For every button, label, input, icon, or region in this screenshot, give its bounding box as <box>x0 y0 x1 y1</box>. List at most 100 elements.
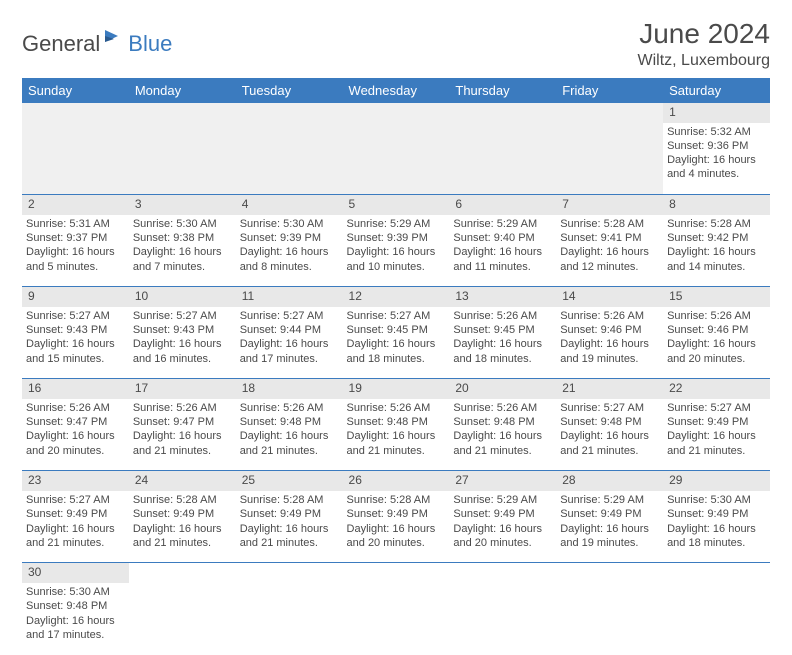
day-number: 30 <box>28 565 41 579</box>
day-cell: Sunrise: 5:29 AMSunset: 9:49 PMDaylight:… <box>449 491 556 563</box>
sunrise-text: Sunrise: 5:28 AM <box>347 493 446 507</box>
day-cell: Sunrise: 5:26 AMSunset: 9:48 PMDaylight:… <box>449 399 556 471</box>
day-cell: Sunrise: 5:27 AMSunset: 9:49 PMDaylight:… <box>663 399 770 471</box>
sunrise-text: Sunrise: 5:30 AM <box>240 217 339 231</box>
daylight-text: Daylight: 16 hours and 7 minutes. <box>133 245 232 274</box>
sunset-text: Sunset: 9:49 PM <box>667 507 766 521</box>
day-number: 28 <box>562 473 575 487</box>
daynum-cell: 7 <box>556 195 663 215</box>
daynum-cell: 27 <box>449 471 556 491</box>
day-number: 20 <box>455 381 468 395</box>
sunset-text: Sunset: 9:49 PM <box>560 507 659 521</box>
day-cell: Sunrise: 5:30 AMSunset: 9:48 PMDaylight:… <box>22 583 129 655</box>
sunrise-text: Sunrise: 5:31 AM <box>26 217 125 231</box>
day-content: Sunrise: 5:32 AMSunset: 9:36 PMDaylight:… <box>667 125 766 182</box>
daylight-text: Daylight: 16 hours and 4 minutes. <box>667 153 766 182</box>
day-cell: Sunrise: 5:29 AMSunset: 9:49 PMDaylight:… <box>556 491 663 563</box>
sunset-text: Sunset: 9:40 PM <box>453 231 552 245</box>
sunrise-text: Sunrise: 5:26 AM <box>133 401 232 415</box>
day-number: 7 <box>562 197 569 211</box>
sunrise-text: Sunrise: 5:27 AM <box>240 309 339 323</box>
daynum-cell <box>129 563 236 583</box>
day-cell <box>129 123 236 195</box>
sunset-text: Sunset: 9:44 PM <box>240 323 339 337</box>
week-row: Sunrise: 5:27 AMSunset: 9:49 PMDaylight:… <box>22 491 770 563</box>
daylight-text: Daylight: 16 hours and 21 minutes. <box>240 429 339 458</box>
day-cell <box>129 583 236 655</box>
daynum-cell <box>663 563 770 583</box>
daynum-cell: 24 <box>129 471 236 491</box>
week-row: Sunrise: 5:30 AMSunset: 9:48 PMDaylight:… <box>22 583 770 655</box>
weekday-header: Tuesday <box>236 78 343 103</box>
day-number: 22 <box>669 381 682 395</box>
sunrise-text: Sunrise: 5:29 AM <box>453 217 552 231</box>
daylight-text: Daylight: 16 hours and 17 minutes. <box>26 614 125 643</box>
day-cell <box>22 123 129 195</box>
day-number: 16 <box>28 381 41 395</box>
day-cell: Sunrise: 5:30 AMSunset: 9:49 PMDaylight:… <box>663 491 770 563</box>
day-cell: Sunrise: 5:26 AMSunset: 9:47 PMDaylight:… <box>22 399 129 471</box>
sunset-text: Sunset: 9:49 PM <box>133 507 232 521</box>
sunrise-text: Sunrise: 5:27 AM <box>133 309 232 323</box>
daylight-text: Daylight: 16 hours and 18 minutes. <box>667 522 766 551</box>
sunrise-text: Sunrise: 5:29 AM <box>560 493 659 507</box>
day-content: Sunrise: 5:27 AMSunset: 9:43 PMDaylight:… <box>133 309 232 366</box>
day-content: Sunrise: 5:26 AMSunset: 9:48 PMDaylight:… <box>240 401 339 458</box>
day-number: 26 <box>349 473 362 487</box>
day-cell: Sunrise: 5:26 AMSunset: 9:47 PMDaylight:… <box>129 399 236 471</box>
sunset-text: Sunset: 9:43 PM <box>133 323 232 337</box>
day-cell <box>556 123 663 195</box>
daynum-cell: 25 <box>236 471 343 491</box>
sunrise-text: Sunrise: 5:29 AM <box>347 217 446 231</box>
daylight-text: Daylight: 16 hours and 21 minutes. <box>453 429 552 458</box>
day-content: Sunrise: 5:28 AMSunset: 9:49 PMDaylight:… <box>347 493 446 550</box>
sunrise-text: Sunrise: 5:28 AM <box>667 217 766 231</box>
day-content: Sunrise: 5:28 AMSunset: 9:49 PMDaylight:… <box>133 493 232 550</box>
daynum-cell: 16 <box>22 379 129 399</box>
day-number: 10 <box>135 289 148 303</box>
daynum-row: 2345678 <box>22 195 770 215</box>
daynum-cell: 23 <box>22 471 129 491</box>
sunset-text: Sunset: 9:48 PM <box>453 415 552 429</box>
sunset-text: Sunset: 9:42 PM <box>667 231 766 245</box>
day-content: Sunrise: 5:27 AMSunset: 9:49 PMDaylight:… <box>26 493 125 550</box>
sunset-text: Sunset: 9:38 PM <box>133 231 232 245</box>
day-number: 12 <box>349 289 362 303</box>
day-number: 13 <box>455 289 468 303</box>
sunrise-text: Sunrise: 5:27 AM <box>26 309 125 323</box>
day-number: 9 <box>28 289 35 303</box>
day-cell: Sunrise: 5:28 AMSunset: 9:49 PMDaylight:… <box>343 491 450 563</box>
day-cell: Sunrise: 5:26 AMSunset: 9:46 PMDaylight:… <box>556 307 663 379</box>
day-cell <box>236 123 343 195</box>
day-cell: Sunrise: 5:30 AMSunset: 9:38 PMDaylight:… <box>129 215 236 287</box>
day-number: 8 <box>669 197 676 211</box>
sunrise-text: Sunrise: 5:30 AM <box>133 217 232 231</box>
daynum-cell <box>343 563 450 583</box>
day-content: Sunrise: 5:30 AMSunset: 9:39 PMDaylight:… <box>240 217 339 274</box>
day-cell <box>449 583 556 655</box>
daylight-text: Daylight: 16 hours and 21 minutes. <box>560 429 659 458</box>
daylight-text: Daylight: 16 hours and 21 minutes. <box>133 522 232 551</box>
sunset-text: Sunset: 9:46 PM <box>560 323 659 337</box>
daynum-cell: 1 <box>663 103 770 123</box>
sunset-text: Sunset: 9:45 PM <box>453 323 552 337</box>
day-content: Sunrise: 5:27 AMSunset: 9:45 PMDaylight:… <box>347 309 446 366</box>
day-number: 27 <box>455 473 468 487</box>
daynum-cell <box>449 563 556 583</box>
week-row: Sunrise: 5:32 AMSunset: 9:36 PMDaylight:… <box>22 123 770 195</box>
day-content: Sunrise: 5:26 AMSunset: 9:45 PMDaylight:… <box>453 309 552 366</box>
day-cell: Sunrise: 5:30 AMSunset: 9:39 PMDaylight:… <box>236 215 343 287</box>
daynum-cell <box>22 103 129 123</box>
sunrise-text: Sunrise: 5:26 AM <box>560 309 659 323</box>
day-content: Sunrise: 5:28 AMSunset: 9:49 PMDaylight:… <box>240 493 339 550</box>
day-content: Sunrise: 5:29 AMSunset: 9:49 PMDaylight:… <box>453 493 552 550</box>
day-number: 29 <box>669 473 682 487</box>
day-number: 23 <box>28 473 41 487</box>
logo-text-blue: Blue <box>128 31 172 57</box>
day-content: Sunrise: 5:30 AMSunset: 9:38 PMDaylight:… <box>133 217 232 274</box>
daynum-cell: 20 <box>449 379 556 399</box>
day-cell: Sunrise: 5:26 AMSunset: 9:48 PMDaylight:… <box>343 399 450 471</box>
day-cell: Sunrise: 5:28 AMSunset: 9:41 PMDaylight:… <box>556 215 663 287</box>
daylight-text: Daylight: 16 hours and 21 minutes. <box>347 429 446 458</box>
daylight-text: Daylight: 16 hours and 5 minutes. <box>26 245 125 274</box>
